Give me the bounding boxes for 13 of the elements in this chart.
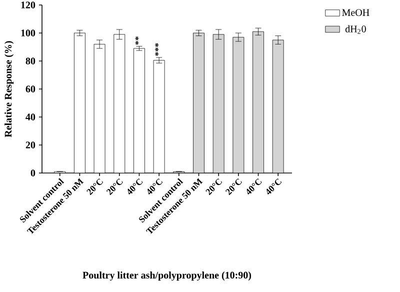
legend-label: dH$_{2}$0 xyxy=(345,25,366,34)
annotation: *** xyxy=(155,43,158,56)
y-tick-label: 100 xyxy=(21,30,36,36)
y-tick-label: 20 xyxy=(26,142,36,148)
y-tick-label: 80 xyxy=(26,58,36,64)
y-tick-label: 40 xyxy=(26,114,36,120)
y-tick-label: 120 xyxy=(21,2,36,8)
y-tick-label: 60 xyxy=(26,86,36,92)
annotation: ** xyxy=(135,36,139,45)
y-tick-label: 0 xyxy=(30,170,36,176)
x-axis-title: Poultry litter ash/polypropylene (10:90) xyxy=(82,272,252,281)
y-axis-title: Relative Response (%) xyxy=(4,41,14,138)
legend-label: MeOH xyxy=(342,9,370,16)
